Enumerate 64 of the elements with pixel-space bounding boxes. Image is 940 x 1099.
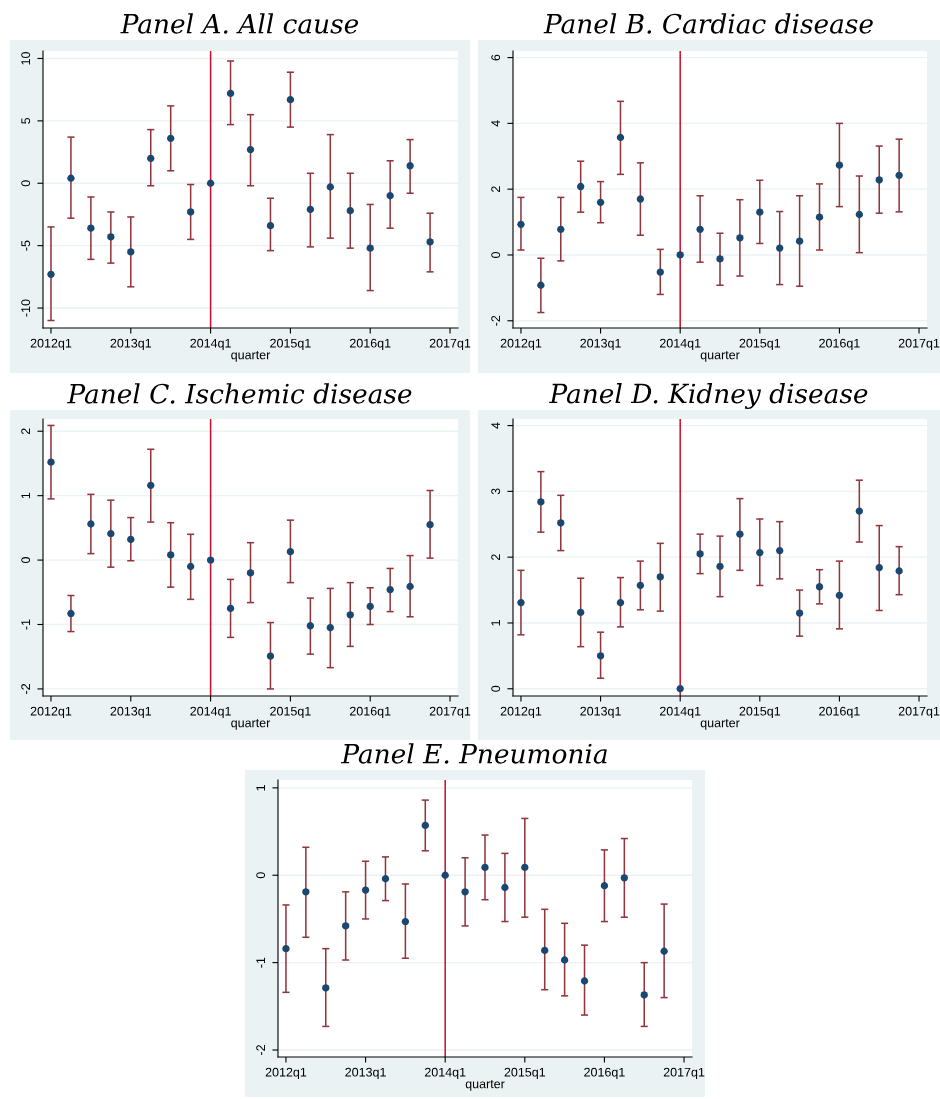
x-tick-label: 2014q1 [190,338,231,351]
x-tick-label: 2016q1 [819,706,860,719]
y-tick-label: 0 [21,557,31,564]
y-tick-label: 2 [21,428,30,435]
y-tick-label: 0 [491,685,501,692]
x-tick-label: 2015q1 [739,706,781,719]
y-tick-label: 1 [491,620,500,626]
x-tick-label: 2017q1 [429,706,471,719]
y-tick-label: 0 [256,872,266,879]
chart-title: Panel C. Ischemic disease [67,383,412,404]
x-tick-label: 2013q1 [580,338,621,351]
x-tick-label: 2015q1 [270,706,311,719]
x-tick-label: 2016q1 [584,1067,625,1080]
x-tick-label: 2012q1 [30,706,72,719]
x-tick-label: 2015q1 [270,338,311,351]
y-tick-label: 1 [256,785,265,791]
x-tick-label: 2013q1 [110,338,152,351]
x-tick-label: 2012q1 [265,1067,307,1080]
y-tick-label: 0 [491,251,501,258]
x-tick-label: 2013q1 [580,706,621,719]
x-tick-label: 2015q1 [739,338,781,351]
x-axis-title: quarter [700,351,740,362]
x-axis-title: quarter [231,351,271,362]
x-tick-label: 2014q1 [659,706,701,719]
x-tick-label: 2015q1 [504,1067,546,1080]
y-tick-label: -5 [21,240,31,251]
chart-title: Panel D. Kidney disease [549,383,868,409]
y-tick-label: -1 [21,619,30,630]
y-tick-label: 4 [491,422,500,429]
x-tick-label: 2012q1 [30,338,72,351]
x-tick-label: 2016q1 [819,338,860,351]
y-tick-label: 6 [491,54,501,61]
chart-title: Panel B. Cardiac disease [543,13,873,34]
y-tick-label: 2 [491,554,500,561]
x-tick-label: 2014q1 [424,1067,466,1080]
y-tick-label: 5 [21,117,31,124]
y-tick-label: -2 [21,683,30,694]
x-tick-label: 2014q1 [659,338,701,351]
x-tick-label: 2016q1 [349,706,391,719]
x-tick-label: 2017q1 [429,338,471,351]
y-tick-label: -2 [491,315,500,326]
y-tick-label: 0 [21,180,31,187]
y-tick-label: 4 [491,120,500,127]
y-tick-label: 1 [21,492,30,499]
x-tick-label: 2013q1 [110,706,152,719]
x-tick-label: 2013q1 [345,1067,386,1080]
x-tick-label: 2017q1 [898,338,940,351]
chart-title: Panel E. Pneumonia [340,743,607,764]
y-tick-label: -10 [21,299,31,317]
x-tick-label: 2017q1 [663,1067,705,1080]
x-tick-label: 2012q1 [500,706,542,719]
x-tick-label: 2012q1 [500,338,542,351]
x-tick-label: 2017q1 [898,706,940,719]
y-tick-label: -2 [256,1045,265,1056]
x-tick-label: 2014q1 [190,706,231,719]
y-tick-label: -1 [256,957,265,968]
y-tick-label: 3 [491,488,501,495]
y-tick-label: 10 [21,52,31,65]
x-axis-title: quarter [231,719,271,730]
y-tick-label: 2 [491,186,500,193]
x-axis-title: quarter [700,719,740,730]
chart-title: Panel A. All cause [120,13,359,34]
x-axis-title: quarter [465,1080,505,1091]
x-tick-label: 2016q1 [349,338,391,351]
